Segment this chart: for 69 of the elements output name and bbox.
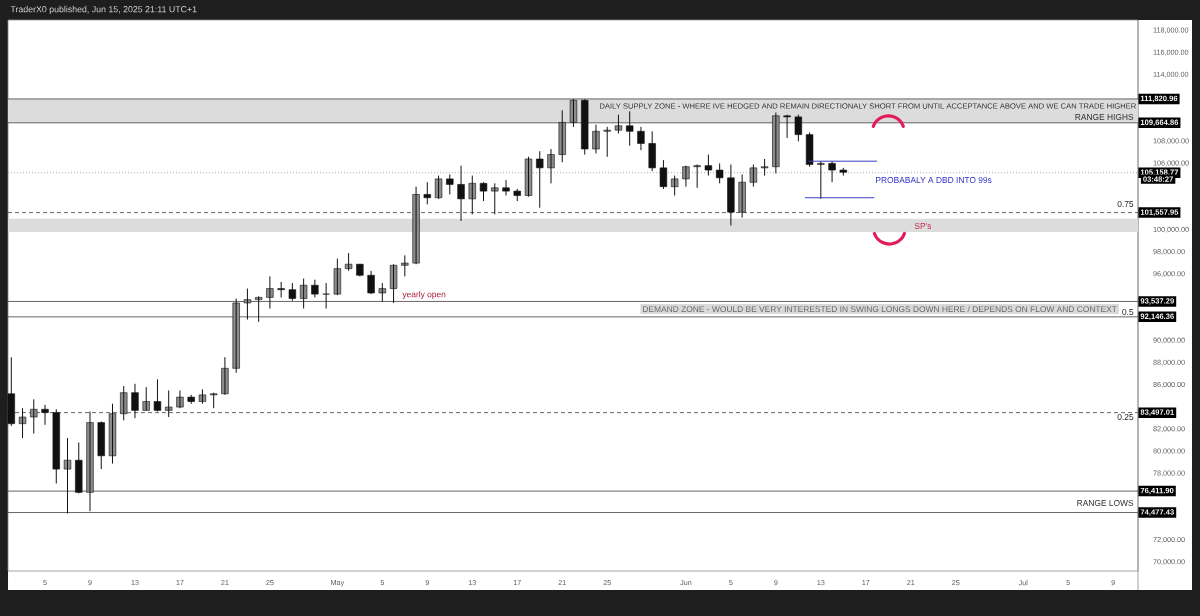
annotation: PROBABALY A DBD INTO 99s [876,177,992,183]
candlestick [794,114,803,142]
candlestick [581,98,589,156]
candlestick [491,182,499,215]
candlestick [120,385,128,421]
candlestick [783,114,791,139]
candlestick [277,281,285,298]
candlestick [299,278,308,309]
candlestick [187,394,195,405]
candlestick [30,398,38,435]
candlestick [232,298,240,374]
candlestick [614,114,623,135]
candlestick [254,295,263,323]
candlestick [434,175,443,200]
candlestick [288,282,297,302]
candlestick [502,179,510,197]
candlestick [626,110,634,147]
candlestick [322,282,330,309]
candlestick [52,408,60,484]
candlestick [389,263,398,304]
candlestick [479,181,488,202]
annotation: RANGE HIGHS [1075,114,1134,120]
candlestick [210,392,218,409]
candlestick [423,181,431,205]
candlestick [356,263,364,277]
candlestick [165,389,173,418]
candlestick [704,154,713,177]
candlestick [468,175,476,215]
candlestick [18,407,27,439]
candlestick [97,420,105,470]
candlestick [693,164,701,189]
candlestick [108,403,117,465]
candlestick [828,160,836,183]
candlestick [805,131,814,168]
candlestick [333,258,342,296]
candlestick [839,167,847,177]
annotation: RANGE LOWS [1077,500,1134,506]
candlestick [670,175,679,197]
candlestick [715,162,724,184]
candlestick [569,98,578,128]
candlestick [198,388,207,405]
candlestick [648,130,656,172]
text: TraderX0 published, Jun 15, 2025 21:11 UTC+1 [10,5,197,15]
candlestick [63,437,72,514]
candlestick [401,254,409,277]
annotation: DEMAND ZONE - WOULD BE VERY INTERESTED IN SWING LONGS DOWN HERE / DEPENDS ON FLOW AND CONTEXT [643,305,1117,313]
candlestick [749,164,758,188]
candlestick [142,386,150,411]
annotation: 0.75 [1117,201,1134,207]
candlestick [446,173,454,195]
candlestick [603,126,611,158]
candlestick [75,442,83,494]
candlestick [513,188,521,202]
candlestick [378,282,387,303]
candlestick [558,109,566,163]
annotation: SP's [914,223,932,229]
annotation: 0.5 [1122,309,1134,315]
candlestick [344,252,353,272]
candlestick [7,356,15,427]
candlestick [760,158,769,177]
candlestick [243,288,252,321]
candlestick [524,156,533,198]
candlestick [659,159,668,190]
candlestick [536,150,544,209]
candlestick [817,160,825,200]
annotation: yearly open [402,291,446,299]
candlestick [176,389,184,409]
candlestick [153,378,162,412]
annotation: 0.25 [1117,414,1134,420]
